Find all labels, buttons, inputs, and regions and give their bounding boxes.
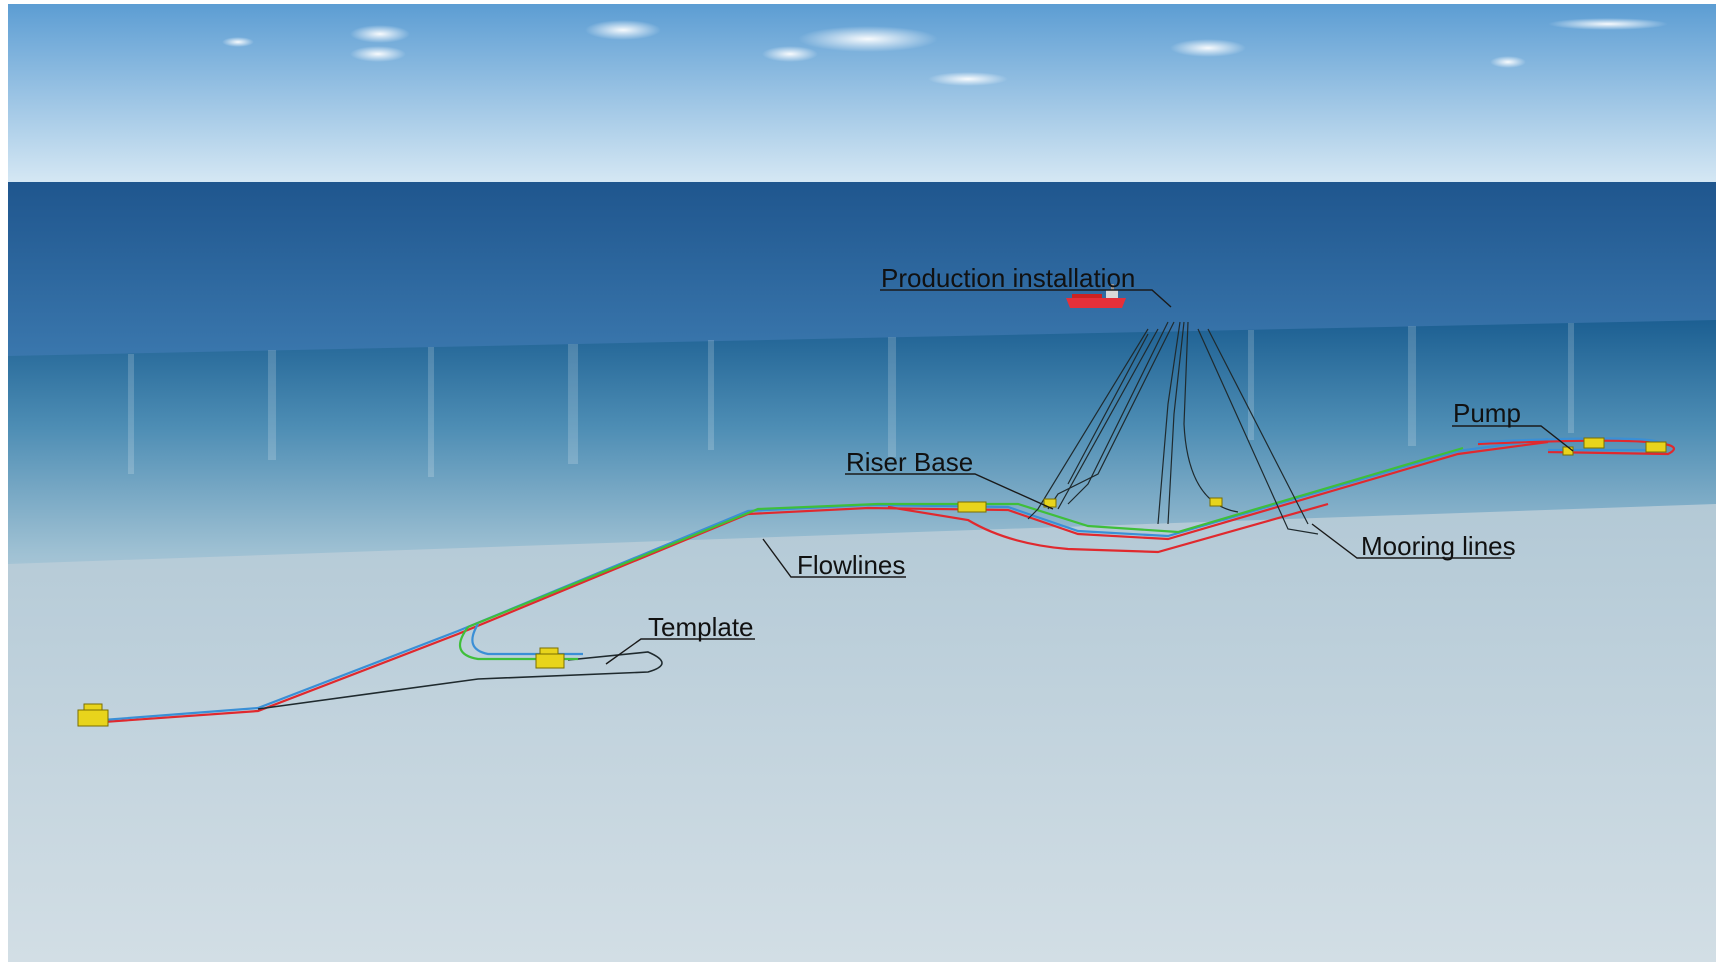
template-label: Template: [648, 612, 754, 642]
callout-leaders: [605, 289, 1574, 665]
seabed: [8, 504, 1716, 962]
subsea-structure-icon: [77, 437, 1667, 727]
riser-base-label: Riser Base: [846, 447, 974, 477]
pump-label: Pump: [1453, 398, 1521, 428]
mooring-lines: [1027, 328, 1319, 535]
subsea-field-diagram: [8, 4, 1716, 962]
mooring-lines-label: Mooring lines: [1361, 531, 1516, 561]
production-installation-label: Production installation: [881, 263, 1136, 293]
vessel-icon: [1066, 284, 1126, 308]
clouds: [222, 18, 1668, 86]
flowlines-label: Flowlines: [797, 550, 906, 580]
light-rays: [128, 323, 1574, 477]
